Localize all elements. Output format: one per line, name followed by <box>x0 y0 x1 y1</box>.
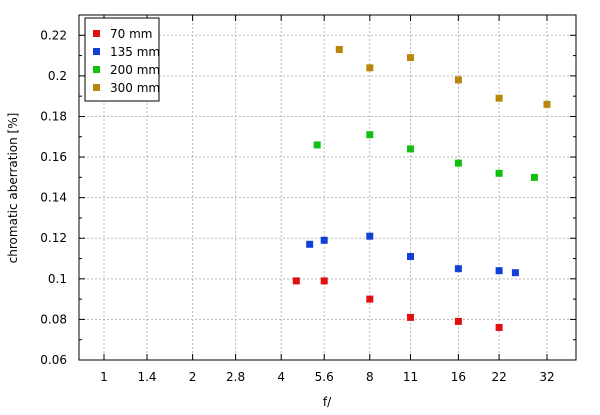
y-tick-label: 0.08 <box>40 312 67 326</box>
data-point-series-4 <box>366 64 374 72</box>
legend-label: 300 mm <box>110 81 160 95</box>
legend-marker <box>93 48 100 55</box>
data-points <box>292 46 551 331</box>
x-tick-label: 4 <box>277 370 285 384</box>
data-point-series-2 <box>407 253 414 260</box>
y-tick-label: 0.2 <box>48 69 67 83</box>
data-point-series-1 <box>320 277 328 285</box>
x-tick-label: 2.8 <box>226 370 245 384</box>
legend-label: 200 mm <box>110 63 160 77</box>
data-point-series-4 <box>543 100 551 108</box>
y-tick-label: 0.18 <box>40 109 67 123</box>
x-tick-label: 1 <box>100 370 108 384</box>
data-point-series-2 <box>366 232 374 240</box>
data-point-series-3 <box>313 141 321 149</box>
legend-label: 70 mm <box>110 27 152 41</box>
x-axis-title: f/ <box>323 395 332 409</box>
data-point-series-3 <box>530 173 538 181</box>
data-point-series-1 <box>292 277 300 285</box>
data-point-series-2 <box>306 240 314 248</box>
y-tick-label: 0.22 <box>40 28 67 42</box>
data-point-series-2 <box>511 269 519 277</box>
data-point-series-3 <box>495 169 503 177</box>
y-tick-label: 0.12 <box>40 231 67 245</box>
data-point-series-2 <box>495 267 503 275</box>
legend-marker <box>93 84 100 91</box>
y-tick-label: 0.14 <box>40 191 67 205</box>
y-tick-label: 0.1 <box>48 272 67 286</box>
y-tick-label: 0.16 <box>40 150 67 164</box>
data-point-series-4 <box>335 46 343 53</box>
data-point-series-4 <box>454 76 462 84</box>
data-point-series-3 <box>366 131 374 139</box>
x-tick-label: 2 <box>189 370 197 384</box>
data-point-series-4 <box>495 94 503 102</box>
data-point-series-3 <box>454 159 462 167</box>
x-tick-label: 5.6 <box>315 370 334 384</box>
x-tick-label: 1.4 <box>137 370 156 384</box>
data-point-series-1 <box>454 317 462 325</box>
data-point-series-1 <box>495 324 503 331</box>
data-point-series-4 <box>407 54 414 62</box>
legend-marker <box>93 30 100 37</box>
legend-marker <box>93 66 100 73</box>
data-point-series-2 <box>454 265 462 273</box>
x-tick-labels: 1 1.4 2 2.8 4 5.6 8 11 16 22 32 <box>100 370 554 384</box>
x-tick-label: 32 <box>539 370 554 384</box>
legend-label: 135 mm <box>110 45 160 59</box>
y-tick-label: 0.06 <box>40 353 67 367</box>
plot-area <box>79 15 576 360</box>
y-tick-labels: 0.06 0.08 0.1 0.12 0.14 0.16 0.18 0.2 0.22 <box>40 28 67 367</box>
x-tick-label: 22 <box>491 370 506 384</box>
data-point-series-3 <box>407 145 414 153</box>
plot-frame <box>78 14 577 361</box>
data-point-series-1 <box>366 295 374 303</box>
legend: 70 mm 135 mm 200 mm 300 mm <box>84 17 160 102</box>
x-tick-label: 16 <box>451 370 466 384</box>
data-point-series-2 <box>320 236 328 244</box>
data-point-series-1 <box>407 313 414 321</box>
x-tick-label: 8 <box>366 370 374 384</box>
x-tick-label: 11 <box>403 370 418 384</box>
y-axis-title: chromatic aberration [%] <box>6 113 20 264</box>
